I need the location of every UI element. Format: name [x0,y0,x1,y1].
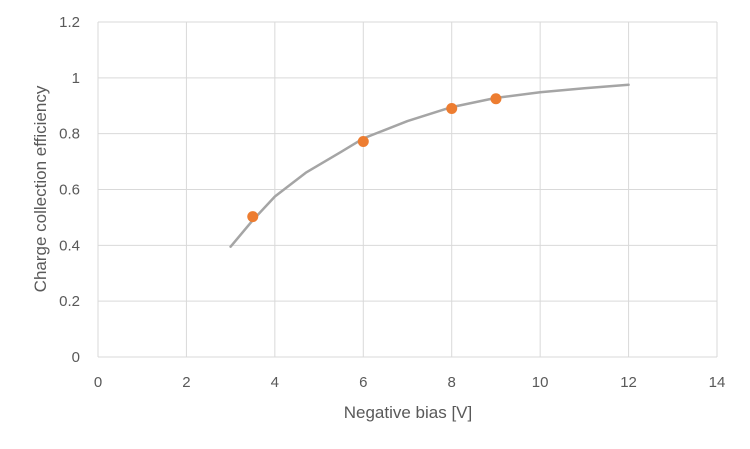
x-tick-label: 10 [532,374,549,391]
data-point [446,103,458,115]
x-axis-label: Negative bias [V] [344,403,473,422]
x-tick-label: 12 [620,374,637,391]
y-tick-label: 1.2 [59,14,80,31]
y-tick-label: 0.8 [59,126,80,143]
x-tick-label: 14 [709,374,726,391]
grid [97,21,718,358]
data-point [247,211,259,223]
y-tick-label: 0.2 [59,293,80,310]
data-point [357,135,369,147]
x-tick-label: 0 [94,374,102,391]
tick-labels: 0 2 4 6 8 10 12 14 0 0.2 0.4 0.6 0.8 1 1.2 [59,14,725,391]
y-axis-label: Charge collection efficiency [31,85,50,292]
fit-curve-line [229,83,630,248]
x-tick-label: 4 [271,374,279,391]
x-tick-label: 8 [448,374,456,391]
y-tick-label: 0.6 [59,182,80,199]
x-tick-label: 6 [359,374,367,391]
y-tick-label: 1 [72,70,80,87]
series-layer [229,83,630,248]
x-tick-label: 2 [182,374,190,391]
data-point [490,93,502,105]
y-tick-label: 0 [72,349,80,366]
y-tick-label: 0.4 [59,237,80,254]
